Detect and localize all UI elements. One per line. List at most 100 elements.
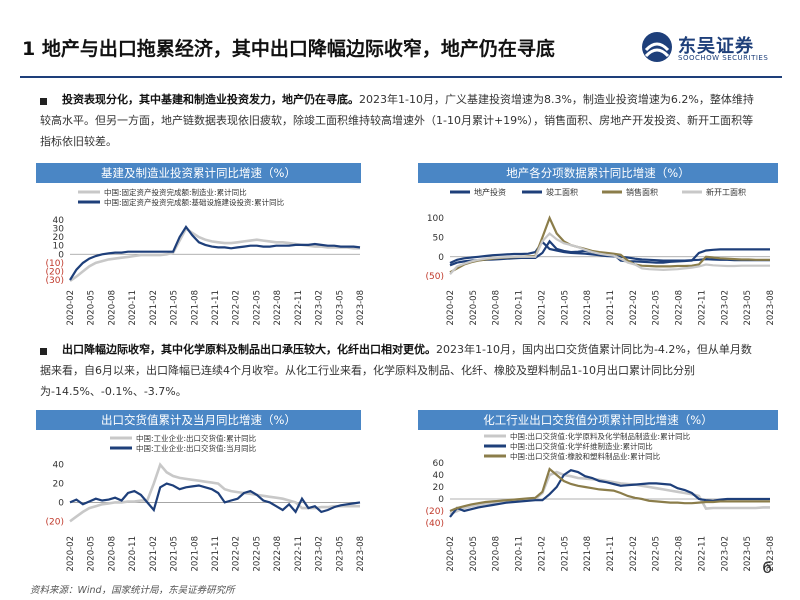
xtick-label: 2021-05	[170, 290, 180, 326]
legend-label: 中国:出口交货值:橡胶和塑料制品业:累计同比	[510, 451, 661, 461]
legend-label: 中国:出口交货值:化学纤维制造业:累计同比	[510, 441, 653, 451]
xtick-label: 2021-05	[560, 536, 570, 572]
ytick-label: 10	[53, 242, 65, 252]
xtick-label: 2021-05	[170, 536, 180, 572]
xtick-label: 2022-02	[629, 536, 639, 572]
ytick-label: (20)	[46, 517, 64, 527]
series-line-1	[69, 482, 361, 514]
xtick-label: 2021-08	[190, 290, 200, 326]
series-line-2	[449, 467, 770, 513]
ytick-label: (20)	[46, 267, 64, 277]
xtick-label: 2020-05	[469, 536, 479, 572]
ytick-label: 0	[58, 498, 64, 508]
xtick-label: 2020-08	[107, 536, 117, 572]
xtick-label: 2023-08	[356, 290, 366, 326]
xtick-label: 2022-11	[697, 536, 707, 572]
xtick-label: 2021-02	[149, 536, 159, 572]
xtick-label: 2023-02	[315, 536, 325, 572]
xtick-label: 2023-05	[743, 290, 753, 326]
series-line-3	[449, 231, 770, 275]
ytick-label: 20	[433, 483, 445, 493]
ytick-label: (40)	[426, 519, 444, 529]
xtick-label: 2023-02	[315, 290, 325, 326]
xtick-label: 2020-05	[87, 290, 97, 326]
chart1-title: 基建及制造业投资累计同比增速（%）	[36, 163, 361, 183]
xtick-label: 2023-02	[720, 290, 730, 326]
ytick-label: 0	[58, 250, 64, 260]
xtick-label: 2021-02	[537, 536, 547, 572]
ytick-label: (10)	[46, 259, 64, 269]
xtick-label: 2020-11	[515, 536, 525, 572]
source-note: 资料来源：Wind，国家统计局，东吴证券研究所	[30, 585, 235, 596]
xtick-label: 2020-05	[87, 536, 97, 572]
xtick-label: 2023-08	[356, 536, 366, 572]
legend-label: 销售面积	[626, 187, 658, 197]
chart3: 40 20 0 (20)2020-02 2020-05 2020-08 2020-11 202…	[46, 433, 366, 572]
legend-label: 中国:工业企业:出口交货值:当月同比	[136, 443, 257, 453]
ytick-label: 100	[427, 214, 444, 224]
series-line-0	[69, 226, 360, 282]
xtick-label: 2022-11	[697, 290, 707, 326]
legend-label: 中国:固定资产投资完成额:制造业:累计同比	[104, 187, 247, 197]
ytick-label: 50	[433, 233, 445, 243]
page-title: 1 地产与出口拖累经济，其中出口降幅边际收窄，地产仍在寻底	[22, 38, 555, 60]
xtick-label: 2020-08	[492, 290, 502, 326]
series-line-1	[69, 224, 361, 281]
paragraph-1: 投资表现分化，其中基建和制造业投资发力，地产仍在寻底。2023年1-10月，广义…	[40, 89, 760, 152]
xtick-label: 2021-11	[211, 536, 221, 572]
legend-label: 中国:出口交货值:化学原料及化学制品制造业:累计同比	[510, 431, 691, 441]
xtick-label: 2022-05	[652, 290, 662, 326]
ytick-label: 40	[53, 216, 65, 226]
xtick-label: 2022-05	[252, 536, 262, 572]
xtick-label: 2022-02	[232, 290, 242, 326]
xtick-label: 2020-11	[515, 290, 525, 326]
xtick-label: 2023-05	[743, 536, 753, 572]
ytick-label: 60	[433, 459, 445, 469]
ytick-label: 40	[53, 461, 65, 471]
bullet-2	[40, 348, 47, 355]
legend-label: 新开工面积	[706, 187, 746, 197]
legend-label: 中国:工业企业:出口交货值:累计同比	[136, 433, 257, 443]
xtick-label: 2021-11	[211, 290, 221, 326]
paragraph-2: 出口降幅边际收窄，其中化学原料及制品出口承压较大，化纤出口相对更优。2023年1…	[40, 339, 760, 402]
xtick-label: 2022-08	[273, 536, 283, 572]
xtick-label: 2021-11	[606, 290, 616, 326]
xtick-label: 2021-08	[190, 536, 200, 572]
xtick-label: 2022-08	[675, 536, 685, 572]
xtick-label: 2022-02	[232, 536, 242, 572]
xtick-label: 2020-11	[128, 290, 138, 326]
chart2-title: 地产各分项数据累计同比增速（%）	[418, 163, 778, 183]
paragraph-2-body: 2023年1-10月，国内出口交货值累计同比为-4.2%，但从单月数据来看，自6…	[40, 343, 752, 398]
chart4: 60 40 20 0 (20) (40)2020-02 2020-05 2020-08 2020…	[426, 431, 776, 572]
xtick-label: 2020-02	[66, 290, 76, 326]
ytick-label: 20	[53, 233, 65, 243]
page-number: 6	[762, 558, 773, 577]
brand-logo: 东吴证券 SOOCHOW SECURITIES	[640, 30, 790, 68]
xtick-label: 2021-05	[560, 290, 570, 326]
xtick-label: 2023-05	[335, 536, 345, 572]
xtick-label: 2020-02	[446, 536, 456, 572]
ytick-label: 40	[433, 471, 445, 481]
xtick-label: 2023-08	[766, 290, 776, 326]
xtick-label: 2023-08	[766, 536, 776, 572]
xtick-label: 2022-08	[273, 290, 283, 326]
xtick-label: 2020-08	[492, 536, 502, 572]
logo-text-cn: 东吴证券	[678, 36, 754, 57]
logo-icon	[642, 32, 672, 62]
xtick-label: 2022-02	[629, 290, 639, 326]
xtick-label: 2021-08	[583, 536, 593, 572]
series-line-1	[449, 469, 770, 518]
xtick-label: 2022-05	[252, 290, 262, 326]
ytick-label: 0	[438, 253, 444, 263]
xtick-label: 2020-02	[446, 290, 456, 326]
xtick-label: 2021-02	[149, 290, 159, 326]
xtick-label: 2021-02	[537, 290, 547, 326]
paragraph-1-body: 2023年1-10月，广义基建投资增速为8.3%，制造业投资增速为6.2%，整体…	[40, 93, 754, 148]
series-line-0	[449, 470, 770, 516]
xtick-label: 2020-11	[128, 536, 138, 572]
xtick-label: 2021-11	[606, 536, 616, 572]
xtick-label: 2022-05	[652, 536, 662, 572]
xtick-label: 2020-02	[66, 536, 76, 572]
ytick-label: 20	[53, 480, 65, 490]
xtick-label: 2021-08	[583, 290, 593, 326]
